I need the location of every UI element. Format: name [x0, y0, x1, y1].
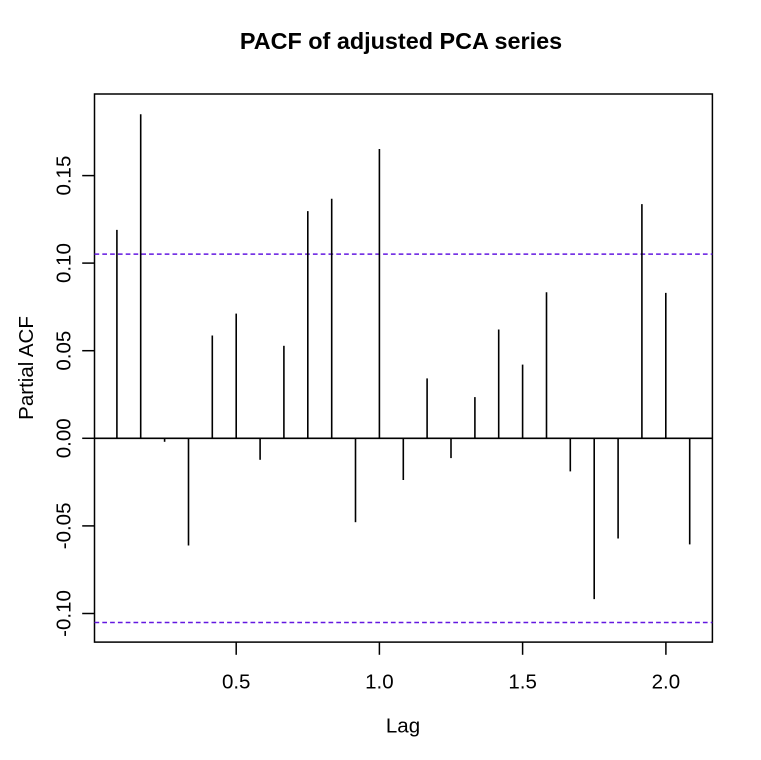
svg-text:Partial ACF: Partial ACF: [15, 316, 38, 420]
svg-text:Lag: Lag: [386, 715, 420, 738]
svg-text:PACF of adjusted PCA series: PACF of adjusted PCA series: [240, 28, 562, 54]
svg-text:0.00: 0.00: [53, 418, 76, 458]
svg-text:-0.10: -0.10: [53, 590, 76, 637]
svg-text:0.15: 0.15: [53, 156, 76, 196]
svg-text:-0.05: -0.05: [53, 503, 76, 550]
svg-text:2.0: 2.0: [652, 670, 681, 693]
svg-text:1.0: 1.0: [365, 670, 394, 693]
svg-text:0.10: 0.10: [53, 243, 76, 283]
svg-text:0.5: 0.5: [222, 670, 251, 693]
svg-text:0.05: 0.05: [53, 331, 76, 371]
svg-text:1.5: 1.5: [508, 670, 537, 693]
